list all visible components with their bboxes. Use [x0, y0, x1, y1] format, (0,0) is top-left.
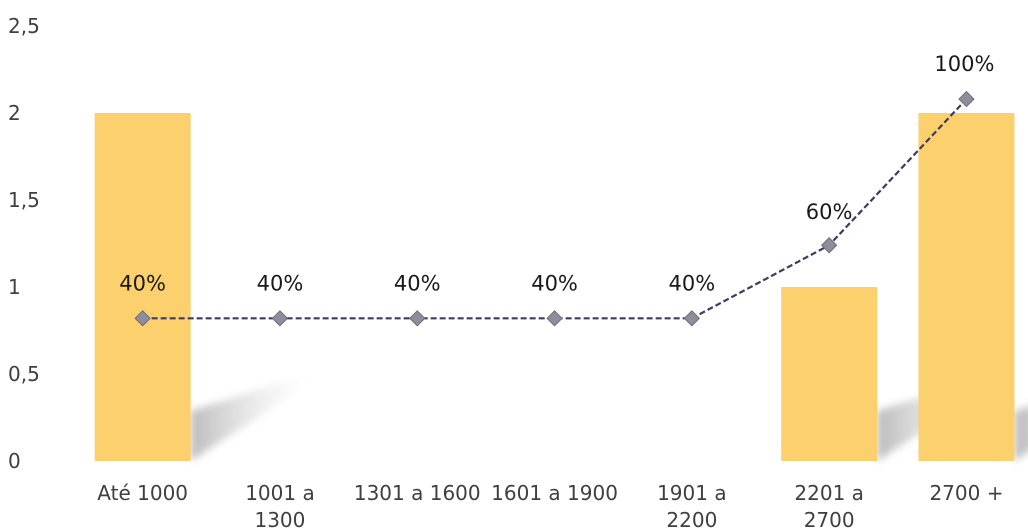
x-tick-label-line: 1601 a 1900 — [491, 481, 618, 505]
bar-shadow — [1014, 406, 1028, 461]
y-tick-label: 0 — [8, 449, 21, 473]
x-tick-label: 1601 a 1900 — [491, 481, 618, 505]
y-tick-label: 2,5 — [8, 14, 40, 38]
x-tick-label: 2700 + — [929, 481, 1003, 505]
data-label: 40% — [257, 271, 304, 295]
x-tick-label-line: 2700 + — [929, 481, 1003, 505]
line-marker — [683, 310, 701, 327]
bar — [94, 113, 191, 461]
data-label: 40% — [669, 271, 716, 295]
x-tick-label-line: 1001 a — [245, 481, 315, 505]
data-label: 40% — [531, 271, 578, 295]
x-tick-label-line: Até 1000 — [97, 481, 188, 505]
y-tick-label: 1 — [8, 275, 21, 299]
x-tick-label: 1301 a 1600 — [354, 481, 481, 505]
line-marker — [546, 310, 563, 327]
data-label: 100% — [934, 52, 994, 76]
x-tick-label-line: 2700 — [804, 508, 855, 531]
line-marker — [958, 90, 975, 108]
data-label: 60% — [806, 200, 853, 224]
x-tick-label: 2201 a 2700 — [794, 481, 864, 531]
x-tick-label-line: 1901 a — [657, 481, 727, 505]
data-label: 40% — [394, 271, 441, 295]
line-marker — [134, 310, 151, 327]
line-marker — [409, 310, 426, 327]
x-tick-label: Até 1000 — [97, 481, 188, 505]
bar — [918, 113, 1015, 461]
x-tick-label-line: 2200 — [666, 508, 717, 531]
data-label: 40% — [119, 271, 166, 295]
y-tick-label: 1,5 — [8, 188, 40, 212]
x-tick-label: 1001 a 1300 — [245, 481, 315, 531]
line-marker — [271, 310, 289, 327]
line-marker — [820, 237, 838, 254]
y-tick-label: 2 — [8, 101, 21, 125]
x-tick-label-line: 1300 — [254, 508, 305, 531]
bar — [781, 287, 878, 461]
x-tick-label-line: 2201 a — [794, 481, 864, 505]
y-tick-label: 0,5 — [8, 362, 40, 386]
x-tick-label: 1901 a 2200 — [657, 481, 727, 531]
x-tick-label-line: 1301 a 1600 — [354, 481, 481, 505]
bar-shadow — [190, 373, 311, 461]
